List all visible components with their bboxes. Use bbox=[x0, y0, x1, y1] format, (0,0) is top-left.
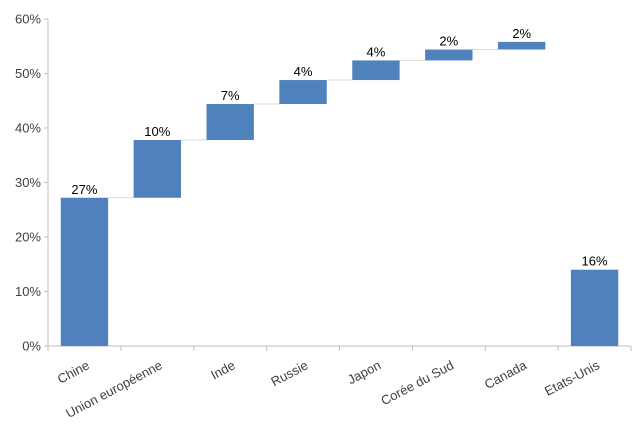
bar bbox=[206, 104, 254, 140]
data-label: 27% bbox=[71, 182, 97, 197]
y-tick-label: 50% bbox=[15, 66, 41, 81]
y-tick-label: 30% bbox=[15, 175, 41, 190]
y-tick-label: 60% bbox=[15, 12, 41, 27]
bar bbox=[498, 41, 546, 50]
y-tick-label: 40% bbox=[15, 121, 41, 136]
data-label: 2% bbox=[512, 26, 531, 41]
data-label: 7% bbox=[221, 88, 240, 103]
category-label: Chine bbox=[55, 357, 92, 386]
bar bbox=[352, 60, 400, 81]
data-label: 4% bbox=[367, 44, 386, 59]
data-label: 4% bbox=[294, 64, 313, 79]
category-label: Japon bbox=[345, 357, 383, 387]
category-label: Russie bbox=[268, 357, 310, 389]
bar bbox=[133, 139, 181, 198]
category-label: Etats-Unis bbox=[542, 357, 602, 399]
data-label: 2% bbox=[439, 34, 458, 49]
y-tick-label: 20% bbox=[15, 230, 41, 245]
y-tick-label: 10% bbox=[15, 284, 41, 299]
bar bbox=[60, 197, 109, 346]
bar bbox=[570, 269, 619, 346]
data-label: 16% bbox=[582, 254, 608, 269]
category-label: Inde bbox=[208, 357, 237, 382]
category-label: Corée du Sud bbox=[378, 357, 456, 408]
bar bbox=[425, 49, 473, 61]
data-label: 10% bbox=[144, 124, 170, 139]
bar bbox=[279, 80, 327, 105]
category-label: Canada bbox=[482, 357, 530, 392]
y-tick-label: 0% bbox=[22, 339, 41, 354]
